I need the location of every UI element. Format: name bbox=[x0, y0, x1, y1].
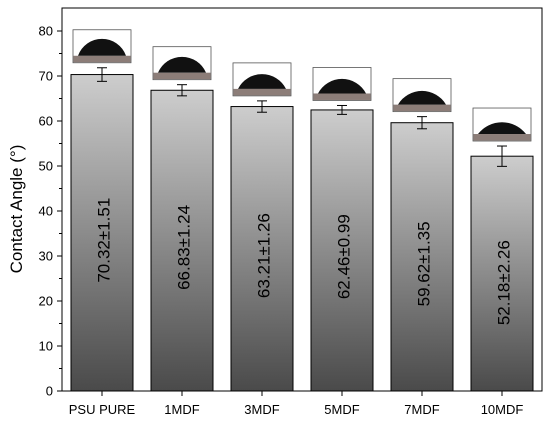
error-bar bbox=[257, 100, 267, 113]
y-tick-label: 0 bbox=[46, 384, 53, 399]
droplet-image-psu-pure bbox=[72, 29, 132, 64]
error-bar bbox=[177, 84, 187, 97]
data-labels-group: 70.32±1.51 66.83±1.24 63.21±1.26 62.46±0.99… bbox=[95, 198, 514, 325]
data-label: 63.21±1.26 bbox=[255, 213, 274, 298]
data-label: 52.18±2.26 bbox=[495, 240, 514, 325]
droplet-shape bbox=[78, 38, 126, 56]
droplet-shape bbox=[318, 78, 366, 94]
droplet-image-1mdf bbox=[152, 46, 212, 81]
error-bar bbox=[497, 145, 507, 167]
droplet-shape bbox=[238, 74, 286, 89]
y-tick-label: 20 bbox=[39, 294, 53, 309]
data-label: 59.62±1.35 bbox=[415, 221, 434, 306]
bars-group bbox=[70, 74, 534, 392]
y-tick-label: 10 bbox=[39, 339, 53, 354]
data-label: 62.46±0.99 bbox=[335, 214, 354, 299]
droplet-shape bbox=[398, 90, 446, 105]
x-tick-label: 3MDF bbox=[244, 402, 279, 417]
bar-7mdf bbox=[390, 122, 454, 392]
droplet-image-10mdf bbox=[472, 107, 532, 142]
bar-psu-pure bbox=[70, 74, 134, 392]
droplet-image-3mdf bbox=[232, 62, 292, 97]
y-tick-label: 70 bbox=[39, 69, 53, 84]
droplet-shape bbox=[478, 122, 526, 135]
data-label: 70.32±1.51 bbox=[95, 198, 114, 283]
bar-5mdf bbox=[310, 109, 374, 392]
bar-10mdf bbox=[470, 155, 534, 392]
x-tick-label: 7MDF bbox=[404, 402, 439, 417]
plot-frame bbox=[61, 7, 543, 392]
droplet-shape bbox=[158, 56, 206, 73]
droplet-image-5mdf bbox=[312, 67, 372, 101]
y-tick-label: 50 bbox=[39, 159, 53, 174]
error-bar bbox=[97, 67, 107, 82]
error-bar bbox=[417, 116, 427, 130]
y-tick-label: 30 bbox=[39, 249, 53, 264]
y-tick-label: 60 bbox=[39, 114, 53, 129]
axes-group: PSU PURE 1MDF 3MDF 5MDF 7MDF 10MDF 0 10 20 30 40 50… bbox=[39, 7, 543, 417]
y-tick-label: 80 bbox=[39, 24, 53, 39]
error-bars-group bbox=[97, 67, 507, 167]
x-tick-label: 1MDF bbox=[164, 402, 199, 417]
x-tick-label: 5MDF bbox=[324, 402, 359, 417]
bar-1mdf bbox=[150, 89, 214, 392]
droplet-images-group bbox=[72, 29, 532, 142]
y-tick-label: 40 bbox=[39, 204, 53, 219]
error-bar bbox=[337, 104, 347, 115]
data-label: 66.83±1.24 bbox=[175, 205, 194, 290]
x-tick-label: 10MDF bbox=[481, 402, 524, 417]
y-axis-title: Contact Angle (°) bbox=[7, 145, 26, 274]
x-tick-label: PSU PURE bbox=[69, 402, 136, 417]
droplet-image-7mdf bbox=[392, 78, 452, 113]
